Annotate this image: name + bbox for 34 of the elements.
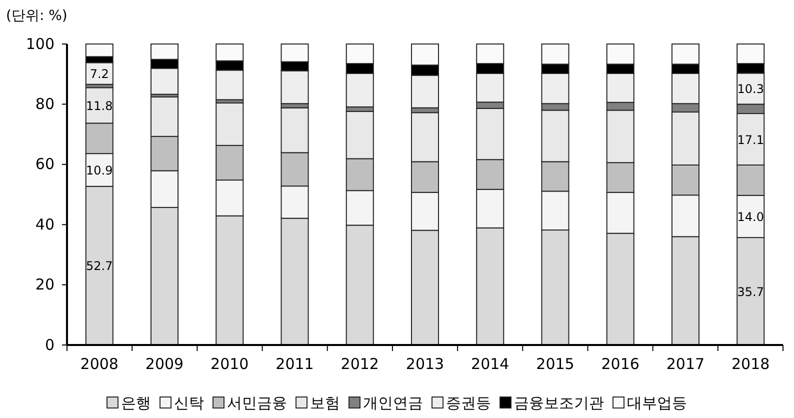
data-label: 10.3 bbox=[737, 82, 764, 96]
x-tick-label: 2017 bbox=[666, 355, 705, 373]
legend-label: 서민금융 bbox=[227, 394, 287, 412]
x-tick-label: 2013 bbox=[406, 355, 444, 373]
legend-label: 개인연금 bbox=[363, 394, 423, 412]
data-label: 35.7 bbox=[737, 284, 764, 299]
data-label: 7.2 bbox=[90, 67, 109, 81]
data-label: 52.7 bbox=[86, 259, 113, 274]
x-tick-label: 2012 bbox=[340, 355, 379, 373]
x-tick-label: 2018 bbox=[732, 355, 770, 373]
data-label: 14.0 bbox=[737, 210, 764, 224]
x-tick-label: 2011 bbox=[276, 355, 314, 373]
data-label: 17.1 bbox=[737, 132, 764, 147]
legend-label: 신탁 bbox=[174, 394, 204, 412]
legend-label: 대부업등 bbox=[627, 394, 687, 412]
x-tick-label: 2009 bbox=[145, 355, 184, 373]
x-tick-label: 2008 bbox=[80, 355, 118, 373]
y-tick-label: 20 bbox=[35, 276, 54, 294]
y-tick-label: 100 bbox=[26, 34, 54, 53]
y-tick-label: 40 bbox=[35, 215, 54, 234]
x-tick-label: 2016 bbox=[601, 355, 640, 373]
y-tick-label: 60 bbox=[35, 155, 54, 174]
x-tick-label: 2010 bbox=[210, 355, 249, 373]
y-tick-label: 80 bbox=[35, 95, 54, 113]
legend-label: 증권등 bbox=[446, 394, 491, 412]
x-tick-label: 2014 bbox=[471, 355, 510, 373]
y-tick-label: 0 bbox=[44, 336, 54, 354]
data-label: 10.9 bbox=[86, 163, 113, 178]
x-tick-label: 2015 bbox=[536, 355, 574, 373]
y-axis-title: (단위: %) bbox=[6, 8, 68, 24]
legend-label: 금융보조기관 bbox=[514, 394, 604, 412]
data-label: 11.8 bbox=[86, 98, 113, 113]
legend-label: 보험 bbox=[310, 394, 340, 412]
legend-label: 은행 bbox=[121, 394, 151, 412]
